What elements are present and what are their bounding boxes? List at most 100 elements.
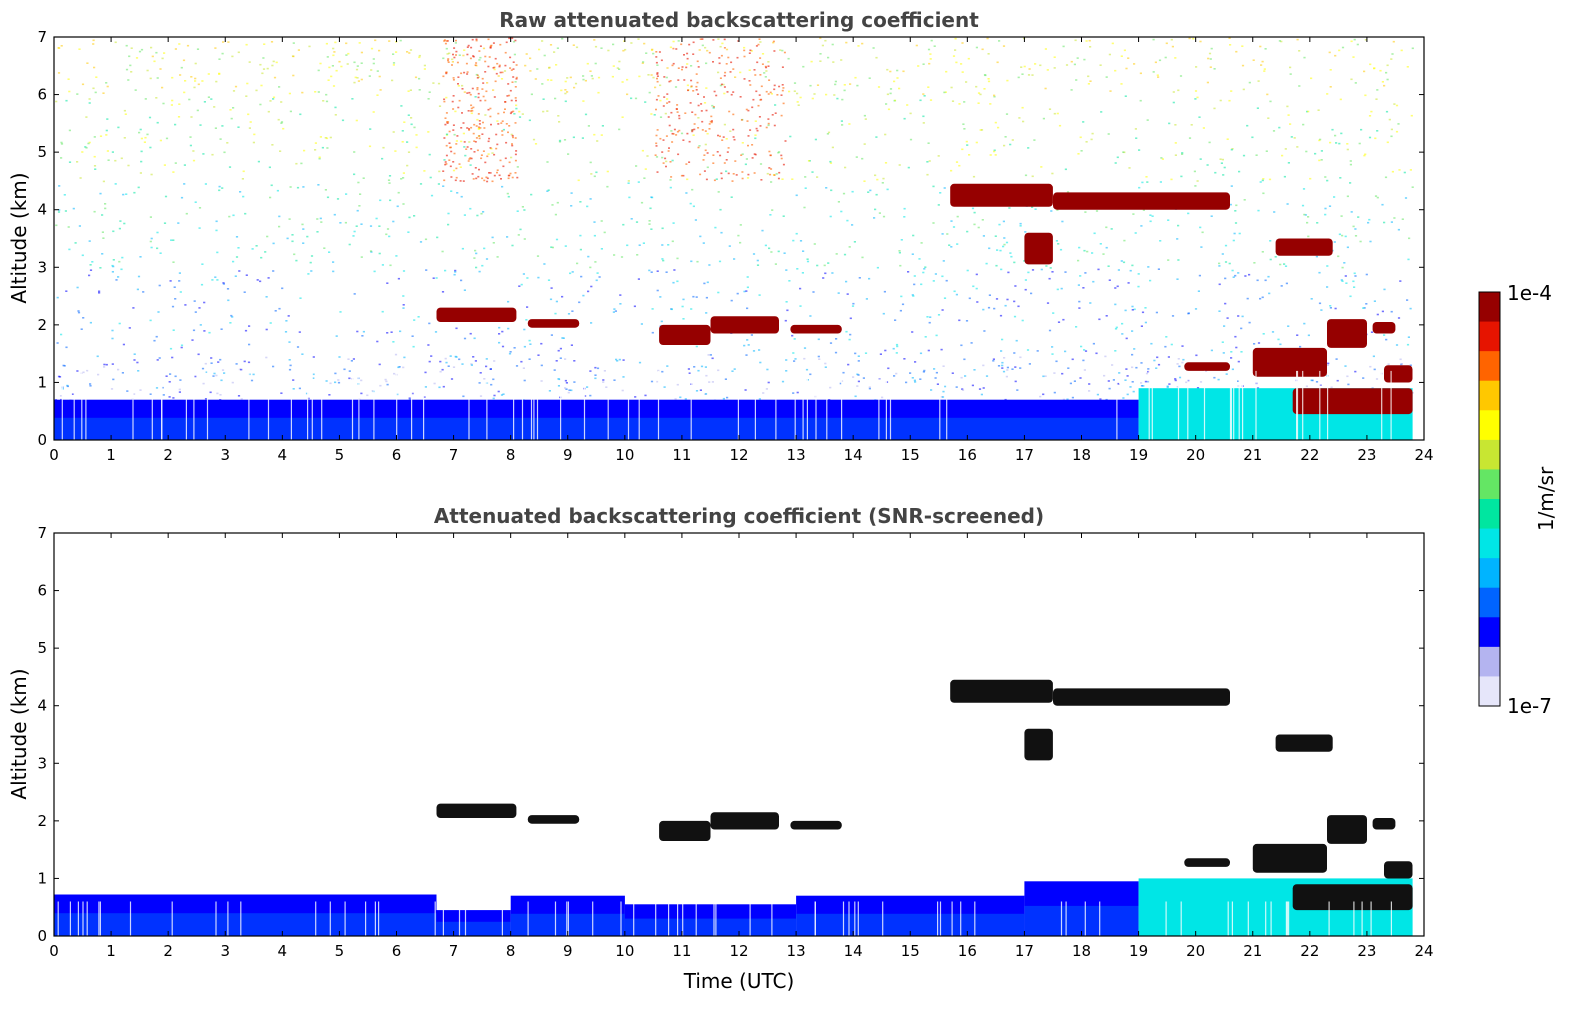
raw-noise-speck bbox=[177, 222, 180, 224]
raw-noise-speck bbox=[672, 47, 675, 50]
raw-noise-speck bbox=[402, 295, 405, 297]
raw-noise-speck bbox=[656, 80, 659, 83]
raw-noise-speck bbox=[156, 231, 159, 234]
raw-noise-speck bbox=[671, 141, 674, 143]
raw-noise-speck bbox=[668, 124, 671, 127]
raw-noise-speck bbox=[538, 48, 541, 51]
raw-noise-speck bbox=[153, 339, 156, 342]
raw-noise-speck bbox=[840, 210, 843, 213]
raw-noise-speck bbox=[1062, 318, 1065, 321]
raw-noise-speck bbox=[695, 89, 698, 91]
raw-noise-speck bbox=[665, 135, 668, 137]
raw-noise-speck bbox=[672, 40, 675, 43]
raw-noise-speck bbox=[814, 138, 817, 141]
raw-noise-speck bbox=[1156, 74, 1159, 76]
raw-noise-speck bbox=[557, 349, 560, 352]
raw-noise-speck bbox=[694, 219, 697, 221]
raw-noise-speck bbox=[567, 153, 570, 155]
raw-noise-speck bbox=[1053, 372, 1056, 374]
raw-noise-speck bbox=[1168, 122, 1171, 125]
raw-noise-speck bbox=[180, 196, 184, 199]
raw-noise-speck bbox=[394, 353, 398, 356]
raw-noise-speck bbox=[528, 339, 531, 342]
raw-noise-speck bbox=[237, 395, 241, 397]
raw-noise-speck bbox=[1122, 151, 1125, 153]
raw-noise-speck bbox=[112, 259, 115, 261]
raw-noise-speck bbox=[507, 174, 510, 177]
raw-noise-speck bbox=[1259, 181, 1262, 183]
raw-noise-speck bbox=[1255, 154, 1258, 156]
raw-noise-speck bbox=[227, 299, 230, 302]
raw-noise-speck bbox=[1127, 57, 1130, 59]
raw-noise-speck bbox=[1376, 196, 1379, 199]
raw-noise-speck bbox=[76, 93, 79, 95]
raw-noise-speck bbox=[267, 277, 270, 279]
raw-noise-speck bbox=[484, 60, 487, 63]
raw-noise-speck bbox=[250, 379, 254, 382]
raw-noise-speck bbox=[1302, 188, 1306, 190]
raw-noise-speck bbox=[769, 173, 772, 176]
raw-noise-speck bbox=[455, 143, 458, 145]
raw-noise-speck bbox=[1327, 362, 1330, 365]
raw-noise-speck bbox=[756, 129, 759, 132]
raw-noise-speck bbox=[84, 146, 87, 148]
raw-noise-speck bbox=[573, 381, 576, 383]
raw-noise-speck bbox=[893, 80, 896, 83]
raw-noise-speck bbox=[849, 83, 852, 85]
raw-noise-speck bbox=[928, 62, 931, 65]
raw-noise-speck bbox=[1230, 351, 1233, 353]
raw-noise-speck bbox=[668, 101, 671, 103]
raw-noise-speck bbox=[686, 63, 689, 65]
raw-noise-speck bbox=[1343, 262, 1346, 264]
raw-noise-speck bbox=[199, 324, 202, 326]
raw-noise-speck bbox=[1354, 228, 1357, 230]
raw-noise-speck bbox=[686, 52, 689, 55]
raw-noise-speck bbox=[882, 215, 886, 218]
colorbar-step bbox=[1479, 617, 1500, 648]
raw-noise-speck bbox=[117, 126, 120, 129]
raw-noise-speck bbox=[143, 141, 146, 143]
raw-noise-speck bbox=[85, 147, 88, 149]
raw-x-tick-label: 12 bbox=[729, 446, 748, 464]
raw-noise-speck bbox=[586, 205, 589, 208]
raw-noise-speck bbox=[105, 129, 108, 132]
raw-noise-speck bbox=[726, 91, 729, 93]
screened-y-tick-label: 5 bbox=[37, 639, 47, 657]
raw-noise-speck bbox=[770, 251, 773, 253]
raw-noise-speck bbox=[635, 221, 639, 223]
raw-noise-speck bbox=[516, 176, 519, 179]
raw-noise-speck bbox=[861, 256, 864, 259]
raw-noise-speck bbox=[847, 363, 850, 366]
raw-noise-speck bbox=[1410, 114, 1413, 117]
raw-noise-speck bbox=[505, 41, 508, 44]
raw-noise-speck bbox=[971, 384, 974, 387]
raw-noise-speck bbox=[868, 277, 871, 280]
raw-noise-speck bbox=[447, 212, 450, 215]
raw-noise-speck bbox=[1150, 342, 1153, 345]
raw-noise-speck bbox=[514, 172, 517, 174]
raw-noise-speck bbox=[1002, 370, 1006, 373]
raw-noise-speck bbox=[1248, 81, 1251, 84]
raw-noise-speck bbox=[1049, 267, 1052, 269]
raw-noise-speck bbox=[648, 220, 651, 222]
raw-noise-speck bbox=[1199, 40, 1202, 43]
raw-noise-speck bbox=[1224, 277, 1227, 280]
raw-noise-speck bbox=[1341, 234, 1344, 237]
raw-noise-speck bbox=[476, 77, 479, 79]
raw-noise-speck bbox=[505, 141, 508, 144]
raw-y-tick-label: 1 bbox=[37, 373, 47, 391]
raw-x-tick-label: 24 bbox=[1414, 446, 1433, 464]
raw-noise-speck bbox=[486, 82, 489, 84]
raw-noise-speck bbox=[1021, 73, 1024, 75]
raw-noise-speck bbox=[945, 70, 948, 73]
raw-x-tick-label: 23 bbox=[1357, 446, 1376, 464]
raw-noise-speck bbox=[515, 99, 517, 102]
raw-noise-speck bbox=[60, 45, 63, 47]
raw-noise-speck bbox=[93, 136, 96, 138]
raw-noise-speck bbox=[1188, 37, 1191, 40]
raw-noise-speck bbox=[265, 296, 268, 298]
raw-noise-speck bbox=[1145, 372, 1149, 375]
raw-x-tick-label: 8 bbox=[506, 446, 516, 464]
raw-noise-speck bbox=[235, 363, 238, 365]
raw-noise-speck bbox=[438, 386, 441, 389]
